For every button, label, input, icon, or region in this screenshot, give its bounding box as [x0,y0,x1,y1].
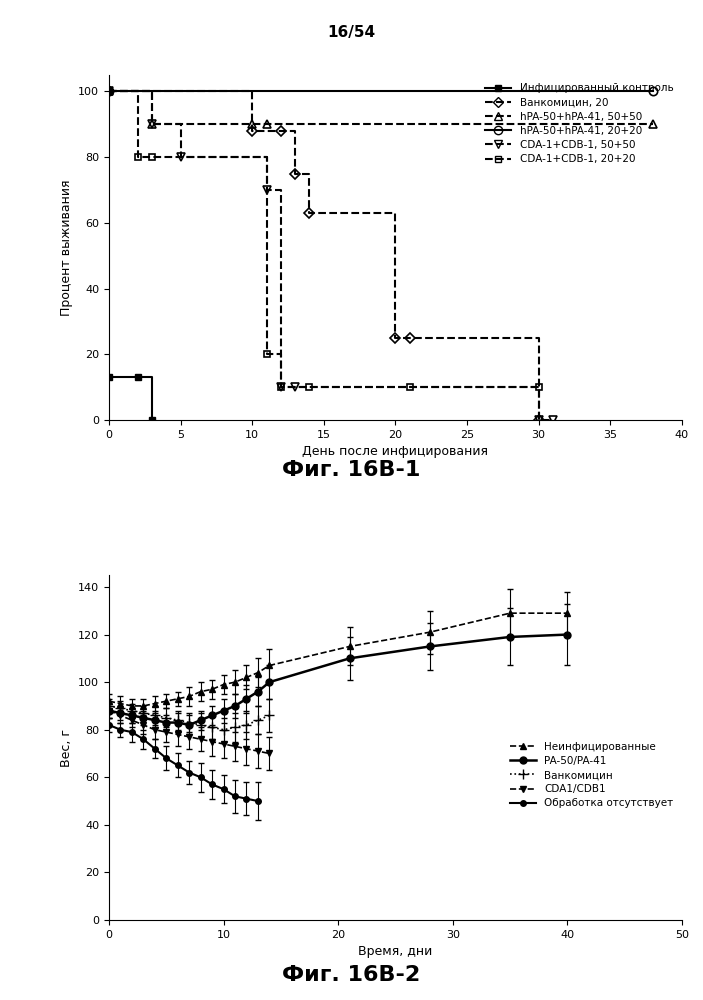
Обработка отсутствует [208,778,217,790]
Неинфицированные [196,686,205,698]
CDA1/CDB1 [219,738,228,750]
PA-50/PA-41 [345,652,354,664]
PA-50/PA-41 [231,700,239,712]
Неинфицированные [231,676,239,688]
Ванкомицин [162,712,171,724]
Обработка отсутствует [185,767,193,779]
Line: Неинфицированные: Неинфицированные [105,610,571,709]
Неинфицированные [139,700,148,712]
Text: 16/54: 16/54 [328,25,375,40]
CDA1/CDB1 [150,724,159,736]
PA-50/PA-41 [150,714,159,726]
CDA1/CDB1 [196,733,205,745]
PA-50/PA-41 [105,705,113,717]
CDA1/CDB1 [139,719,148,731]
Неинфицированные [243,671,251,683]
Ванкомицин [208,721,217,733]
CDA1/CDB1 [105,705,113,717]
PA-50/PA-41 [425,640,434,652]
Неинфицированные [345,640,354,652]
X-axis label: День после инфицирования: День после инфицирования [302,445,489,458]
X-axis label: Время, дни: Время, дни [359,945,432,958]
Ванкомицин [265,709,273,721]
Неинфицированные [505,607,514,619]
Неинфицированные [265,659,273,671]
CDA1/CDB1 [162,726,171,738]
PA-50/PA-41 [254,686,262,698]
Неинфицированные [162,695,171,707]
Неинфицированные [208,683,217,695]
PA-50/PA-41 [116,707,124,719]
CDA1/CDB1 [208,736,217,748]
Обработка отсутствует [196,771,205,783]
Обработка отсутствует [150,743,159,755]
Неинфицированные [219,679,228,691]
Обработка отсутствует [128,726,136,738]
Ванкомицин [185,717,193,729]
CDA1/CDB1 [185,731,193,743]
Ванкомицин [243,719,251,731]
Ванкомицин [231,721,239,733]
Text: Фиг. 16В-1: Фиг. 16В-1 [283,460,420,480]
PA-50/PA-41 [185,719,193,731]
PA-50/PA-41 [265,676,273,688]
Обработка отсутствует [116,724,124,736]
Обработка отсутствует [219,783,228,795]
PA-50/PA-41 [174,717,182,729]
PA-50/PA-41 [243,693,251,705]
Обработка отсутствует [243,793,251,805]
Обработка отсутствует [231,790,239,802]
CDA1/CDB1 [243,743,251,755]
Ванкомицин [105,700,113,712]
PA-50/PA-41 [128,709,136,721]
Неинфицированные [563,607,572,619]
Line: Ванкомицин: Ванкомицин [104,701,274,735]
Неинфицированные [254,667,262,679]
Неинфицированные [128,700,136,712]
Ванкомицин [150,709,159,721]
Неинфицированные [105,695,113,707]
Неинфицированные [116,698,124,710]
Ванкомицин [139,707,148,719]
Обработка отсутствует [162,752,171,764]
Line: PA-50/PA-41: PA-50/PA-41 [105,631,571,728]
Неинфицированные [185,690,193,702]
CDA1/CDB1 [174,728,182,740]
Y-axis label: Вес, г: Вес, г [60,729,72,767]
CDA1/CDB1 [231,740,239,752]
Обработка отсутствует [254,795,262,807]
CDA1/CDB1 [128,714,136,726]
PA-50/PA-41 [219,705,228,717]
Неинфицированные [150,698,159,710]
Ванкомицин [128,705,136,717]
PA-50/PA-41 [196,714,205,726]
Legend: Инфицированный контроль, Ванкомицин, 20, hPA-50+hPA-41, 50+50, hPA-50+hPA-41, 20: Инфицированный контроль, Ванкомицин, 20,… [482,80,677,167]
CDA1/CDB1 [254,745,262,757]
PA-50/PA-41 [139,712,148,724]
Ванкомицин [116,702,124,714]
Line: CDA1/CDB1: CDA1/CDB1 [105,707,273,757]
Обработка отсутствует [105,719,113,731]
Обработка отсутствует [174,759,182,771]
Ванкомицин [174,714,182,726]
Text: Фиг. 16В-2: Фиг. 16В-2 [283,965,420,985]
Line: Обработка отсутствует: Обработка отсутствует [106,722,261,804]
Ванкомицин [254,714,262,726]
PA-50/PA-41 [208,709,217,721]
Ванкомицин [219,724,228,736]
Legend: Неинфицированные, PA-50/PA-41, Ванкомицин, CDA1/CDB1, Обработка отсутствует: Неинфицированные, PA-50/PA-41, Ванкомици… [507,739,677,812]
Ванкомицин [196,719,205,731]
PA-50/PA-41 [162,717,171,729]
Обработка отсутствует [139,733,148,745]
CDA1/CDB1 [265,747,273,759]
PA-50/PA-41 [563,629,572,641]
PA-50/PA-41 [505,631,514,643]
Неинфицированные [174,693,182,705]
Y-axis label: Процент выживания: Процент выживания [60,179,72,316]
Неинфицированные [425,626,434,638]
CDA1/CDB1 [116,709,124,721]
